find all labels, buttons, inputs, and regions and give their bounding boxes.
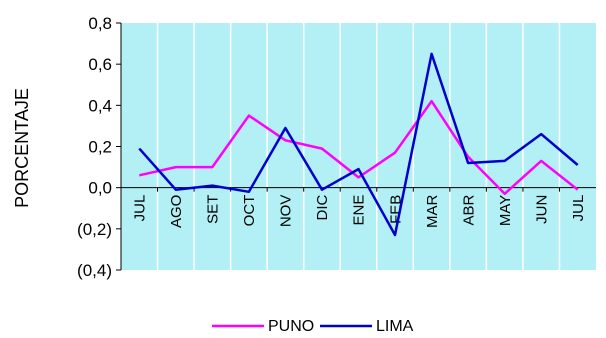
y-tick-label: (0,4) — [77, 261, 112, 280]
x-tick-label: FEB — [387, 195, 404, 224]
x-tick-label: JUN — [533, 195, 550, 224]
x-tick-label: AGO — [168, 195, 185, 228]
x-tick-label: ENE — [351, 195, 368, 226]
x-tick-label: NOV — [278, 195, 295, 228]
legend-label-lima: LIMA — [376, 318, 414, 335]
x-tick-label: MAY — [497, 195, 514, 226]
legend-label-puno: PUNO — [268, 318, 314, 335]
x-tick-label: OCT — [241, 195, 258, 227]
series-lines — [138, 52, 579, 237]
x-tick-label: ABR — [460, 195, 477, 226]
y-tick-labels: 0,8 0,6 0,4 0,2 0,0 (0,2) (0,4) — [77, 14, 112, 280]
x-tick-label: SET — [205, 195, 222, 224]
y-axis-label: PORCENTAJE — [12, 88, 32, 208]
x-tick-label: JUL — [132, 195, 149, 222]
y-tick-label: 0,2 — [88, 138, 112, 157]
y-tick-label: 0,0 — [88, 179, 112, 198]
x-tick-label: MAR — [424, 195, 441, 229]
legend: PUNO LIMA — [212, 318, 414, 335]
x-tick-label: JUL — [570, 195, 587, 222]
y-tick-label: 0,6 — [88, 55, 112, 74]
x-tick-labels: JUL AGO SET OCT NOV DIC ENE FEB MAR ABR MAY JUN JUL — [132, 195, 587, 229]
y-tick-label: (0,2) — [77, 220, 112, 239]
y-tick-label: 0,4 — [88, 96, 112, 115]
x-tick-label: DIC — [314, 195, 331, 221]
series-line-lima — [138, 52, 579, 237]
y-tick-label: 0,8 — [88, 14, 112, 33]
series-line-puno — [139, 99, 579, 196]
plot-area — [121, 23, 596, 270]
